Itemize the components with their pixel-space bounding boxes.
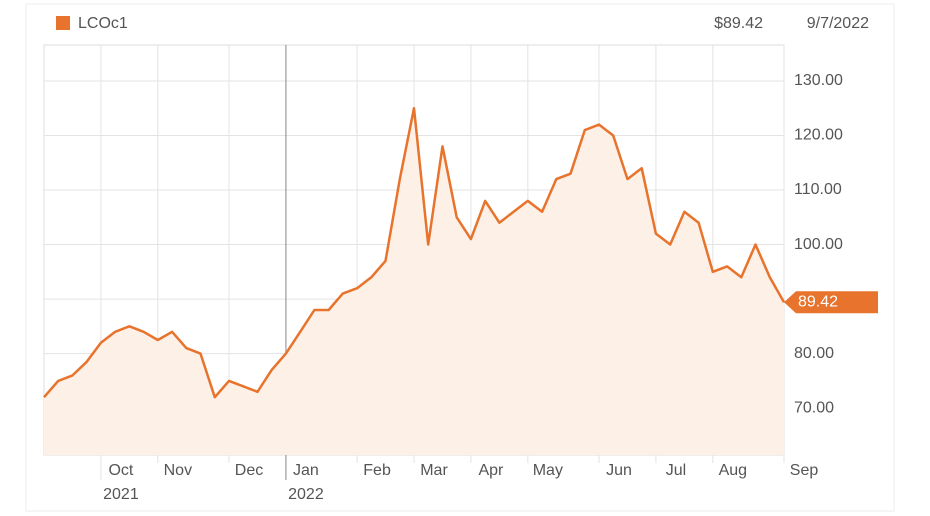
area [44, 108, 784, 455]
price-tag [784, 291, 878, 314]
x-tick-label: Oct [108, 462, 133, 479]
x-tick-label: Jun [606, 462, 632, 479]
y-tick-label: 100.00 [794, 236, 843, 253]
x-tick-label: Aug [719, 462, 747, 479]
x-tick-label: Jul [666, 462, 686, 479]
price-tag-label: 89.42 [798, 293, 838, 310]
y-tick-label: 110.00 [794, 181, 842, 198]
legend-label: LCOc1 [78, 15, 128, 32]
x-year-label: 2021 [103, 486, 139, 503]
y-tick-label: 80.00 [794, 345, 834, 362]
x-year-label: 2022 [288, 486, 324, 503]
x-tick-label: Nov [164, 462, 192, 479]
y-tick-label: 120.00 [794, 127, 843, 144]
x-tick-label: Apr [478, 462, 504, 479]
x-tick-label: Sep [790, 462, 819, 479]
line [43, 106, 786, 399]
legend-swatch [56, 16, 70, 30]
x-tick-label: Feb [363, 462, 391, 479]
frame [25, 3, 895, 512]
price: $89.42 [714, 15, 763, 32]
x-tick-label: Dec [235, 462, 263, 479]
x-tick-label: Jan [293, 462, 319, 479]
date: 9/7/2022 [807, 15, 869, 32]
x-tick-label: May [533, 462, 563, 479]
x-tick-label: Mar [420, 462, 448, 479]
y-tick-label: 70.00 [794, 399, 834, 416]
y-tick-label: 130.00 [794, 72, 843, 89]
